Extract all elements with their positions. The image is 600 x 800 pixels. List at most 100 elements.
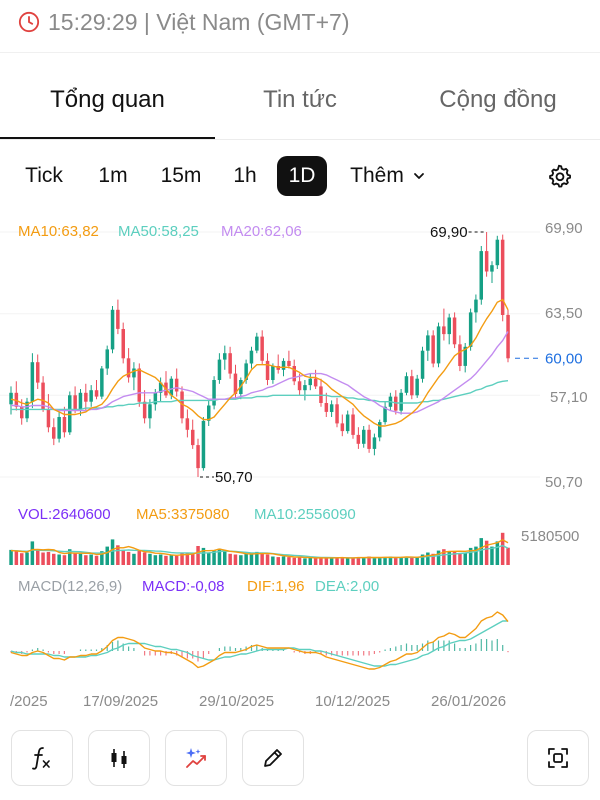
x-tick-0: /2025 [10, 693, 48, 710]
volume-bar [474, 546, 478, 565]
volume-bar [57, 554, 61, 565]
volume-bar [324, 557, 329, 565]
drawing-tools-button[interactable] [242, 730, 304, 786]
volume-bar [265, 554, 270, 565]
candle-body [356, 434, 361, 444]
volume-bar [110, 539, 115, 565]
volume-bar [164, 555, 168, 565]
candle-body [89, 390, 93, 402]
volume-bar [239, 555, 243, 565]
candle-body [36, 362, 40, 383]
candle-body [351, 414, 355, 435]
candle-body [57, 417, 61, 439]
volume-bar [52, 553, 56, 565]
tab-overview[interactable]: Tổng quan [0, 62, 215, 138]
x-tick-4: 26/01/2026 [431, 693, 506, 710]
indicator-function-button[interactable] [11, 730, 73, 786]
candle-body [20, 406, 24, 419]
candle-body [185, 418, 190, 430]
volume-bar [335, 557, 339, 565]
legend-vol-ma10: MA10:2556090 [254, 506, 356, 523]
pencil-draw-icon [264, 749, 282, 767]
interval-1h[interactable]: 1h [222, 156, 268, 196]
volume-bar [388, 556, 393, 565]
volume-bar [329, 558, 334, 565]
candle-body [110, 309, 115, 350]
volume-bar [319, 557, 323, 565]
x-tick-2: 29/10/2025 [199, 693, 274, 710]
divider [0, 139, 600, 140]
volume-bar [228, 553, 232, 565]
volume-bar [276, 557, 280, 565]
x-tick-3: 10/12/2025 [315, 693, 390, 710]
candle-body [452, 317, 457, 345]
volume-bar [500, 532, 505, 565]
volume-bar [191, 553, 195, 565]
interval-label: 15m [160, 164, 202, 187]
volume-bar [223, 551, 227, 565]
volume-bar [410, 557, 414, 565]
interval-tick[interactable]: Tick [12, 156, 76, 196]
candle-body [265, 360, 270, 380]
interval-label: 1h [233, 164, 257, 187]
volume-bar [303, 558, 307, 565]
stock-chart[interactable]: MA10:63,82 MA50:58,25 MA20:62,06 69,90 6… [0, 205, 600, 710]
candle-body [313, 378, 318, 387]
volume-bar [340, 557, 345, 565]
tab-community[interactable]: Cộng đồng [398, 62, 598, 138]
candle-body [9, 392, 13, 405]
volume-bar [169, 555, 174, 565]
volume-bar [46, 551, 51, 565]
ai-analysis-button[interactable] [165, 730, 227, 786]
candle-body [52, 427, 56, 439]
tab-label: Tin tức [263, 86, 337, 113]
status-bar: 15:29:29 | Việt Nam (GMT+7) [0, 0, 600, 44]
volume-bar [126, 551, 131, 565]
volume-bar [217, 548, 222, 565]
interval-label: 1D [288, 164, 316, 187]
tab-news[interactable]: Tin tức [200, 62, 400, 138]
volume-bars [9, 532, 510, 565]
candle-body [415, 378, 419, 396]
interval-1d[interactable]: 1D [277, 156, 327, 196]
clock-icon [18, 11, 40, 33]
volume-bar [468, 547, 473, 565]
candle-body [249, 350, 254, 364]
candle-body [174, 378, 179, 392]
volume-bar [244, 553, 248, 565]
tab-bar: Tổng quan Tin tức Cộng đồng [0, 62, 600, 140]
candle-body [223, 353, 227, 360]
min-price-label: 50,70 [215, 469, 253, 486]
volume-bar [73, 553, 77, 565]
volume-bar [25, 552, 29, 565]
candle-body [340, 423, 345, 432]
interval-selector: Tick 1m 15m 1h 1D Thêm [0, 152, 600, 200]
candle-body [271, 366, 275, 380]
fullscreen-button[interactable] [527, 730, 589, 786]
volume-bar [415, 557, 419, 565]
volume-bar [313, 558, 318, 565]
interval-1m[interactable]: 1m [86, 156, 140, 196]
y-tick-69-90: 69,90 [545, 220, 583, 237]
min-annotation: 50,70 [200, 469, 253, 486]
tab-label: Tổng quan [50, 86, 165, 113]
interval-more-dropdown[interactable]: Thêm [338, 156, 438, 196]
candle-body [255, 336, 259, 351]
candle-body [191, 429, 195, 446]
candle-body [100, 368, 104, 397]
volume-bar [207, 552, 211, 565]
candle-body [399, 392, 403, 411]
volume-ma-lines [10, 539, 509, 559]
volume-bar [36, 549, 40, 565]
volume-bar [100, 551, 104, 565]
gear-icon[interactable] [546, 163, 572, 189]
candle-body [431, 335, 435, 364]
chart-type-button[interactable] [88, 730, 150, 786]
candle-body [442, 326, 446, 335]
volume-bar [68, 549, 72, 565]
vol-max-tick: 5180500 [521, 528, 579, 545]
candle-body [148, 404, 152, 419]
candle-body [260, 336, 264, 361]
volume-bar [212, 550, 216, 565]
interval-15m[interactable]: 15m [150, 156, 212, 196]
